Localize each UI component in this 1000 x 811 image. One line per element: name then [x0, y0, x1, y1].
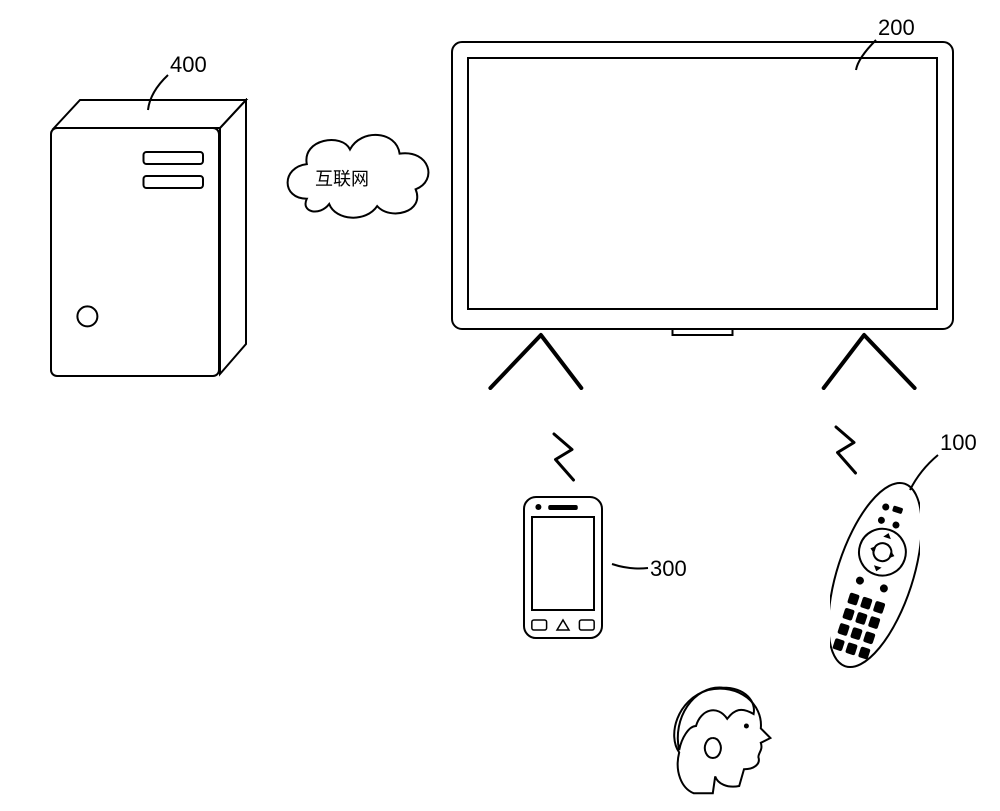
- leader-lines: [0, 0, 1000, 811]
- diagram-canvas: 400互联网200300100: [0, 0, 1000, 811]
